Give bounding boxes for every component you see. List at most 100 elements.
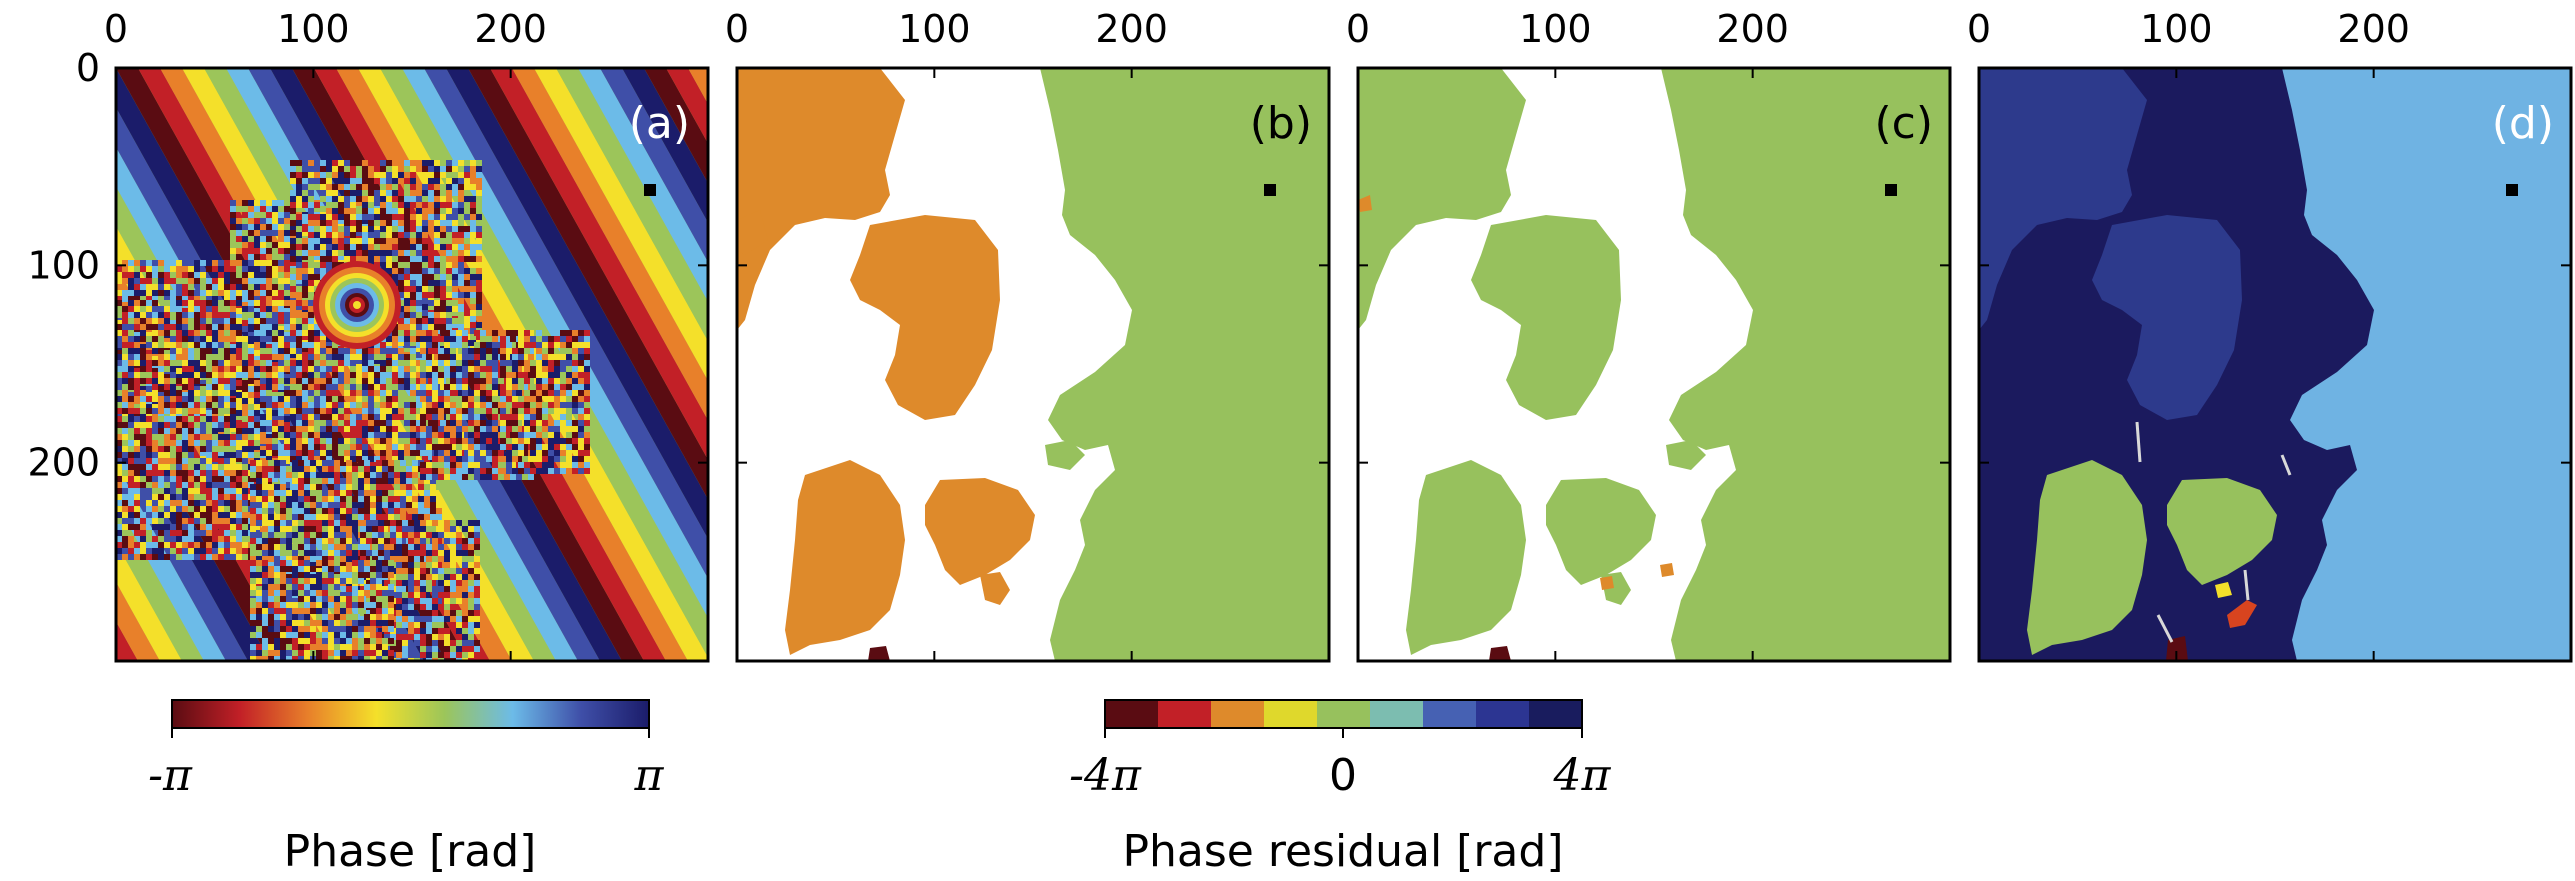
- noise-pixel: [404, 214, 410, 220]
- noise-pixel: [254, 212, 260, 218]
- noise-pixel: [278, 408, 284, 414]
- noise-pixel: [486, 360, 492, 366]
- noise-pixel: [320, 384, 326, 390]
- noise-pixel: [280, 496, 286, 502]
- noise-pixel: [394, 460, 400, 466]
- noise-pixel: [426, 372, 432, 378]
- noise-pixel: [338, 244, 344, 250]
- noise-pixel: [242, 416, 248, 422]
- noise-pixel: [266, 212, 272, 218]
- noise-pixel: [440, 196, 446, 202]
- noise-pixel: [152, 518, 158, 524]
- fringe-band: [512, 68, 708, 421]
- noise-pixel: [230, 206, 236, 212]
- noise-pixel: [290, 244, 296, 250]
- noise-pixel: [280, 460, 286, 466]
- noise-pixel: [410, 340, 416, 346]
- noise-pixel: [206, 458, 212, 464]
- noise-pixel: [416, 274, 422, 280]
- noise-pixel: [128, 452, 134, 458]
- noise-pixel: [422, 244, 428, 250]
- noise-pixel: [304, 532, 310, 538]
- noise-pixel: [470, 232, 476, 238]
- noise-pixel: [326, 432, 332, 438]
- noise-pixel: [194, 500, 200, 506]
- noise-pixel: [122, 266, 128, 272]
- noise-pixel: [430, 514, 436, 520]
- noise-pixel: [480, 426, 486, 432]
- noise-pixel: [290, 306, 296, 312]
- noise-pixel: [304, 526, 310, 532]
- noise-pixel: [308, 324, 314, 330]
- noise-pixel: [426, 354, 432, 360]
- noise-pixel: [212, 518, 218, 524]
- noise-pixel: [164, 530, 170, 536]
- noise-pixel: [248, 446, 254, 452]
- noise-pixel: [278, 306, 284, 312]
- noise-pixel: [338, 384, 344, 390]
- noise-pixel: [242, 302, 248, 308]
- noise-pixel: [350, 238, 356, 244]
- noise-pixel: [446, 220, 452, 226]
- noise-pixel: [450, 378, 456, 384]
- noise-pixel: [296, 238, 302, 244]
- noise-pixel: [320, 232, 326, 238]
- noise-pixel: [266, 324, 272, 330]
- noise-pixel: [308, 286, 314, 292]
- noise-pixel: [404, 280, 410, 286]
- fringe-band: [490, 68, 708, 460]
- noise-pixel: [134, 542, 140, 548]
- noise-pixel: [314, 420, 320, 426]
- noise-pixel: [412, 514, 418, 520]
- noise-pixel: [116, 464, 122, 470]
- noise-pixel: [290, 432, 296, 438]
- noise-pixel: [458, 214, 464, 220]
- noise-pixel: [326, 202, 332, 208]
- noise-pixel: [274, 556, 280, 562]
- noise-pixel: [492, 354, 498, 360]
- noise-pixel: [344, 384, 350, 390]
- noise-pixel: [242, 452, 248, 458]
- noise-pixel: [340, 592, 346, 598]
- noise-pixel: [376, 466, 382, 472]
- noise-pixel: [218, 272, 224, 278]
- noise-pixel: [242, 398, 248, 404]
- noise-pixel: [332, 202, 338, 208]
- noise-pixel: [302, 262, 308, 268]
- noise-pixel: [280, 556, 286, 562]
- noise-pixel: [470, 274, 476, 280]
- noise-pixel: [412, 478, 418, 484]
- noise-pixel: [254, 404, 260, 410]
- noise-pixel: [152, 260, 158, 266]
- noise-pixel: [346, 508, 352, 514]
- noise-pixel: [436, 598, 442, 604]
- noise-pixel: [268, 496, 274, 502]
- noise-pixel: [308, 274, 314, 280]
- noise-pixel: [398, 312, 404, 318]
- noise-pixel: [418, 502, 424, 508]
- noise-pixel: [274, 496, 280, 502]
- noise-pixel: [140, 386, 146, 392]
- noise-pixel: [302, 230, 308, 236]
- noise-pixel: [296, 354, 302, 360]
- noise-pixel: [128, 536, 134, 542]
- noise-pixel: [308, 342, 314, 348]
- noise-pixel: [404, 366, 410, 372]
- noise-pixel: [332, 342, 338, 348]
- noise-pixel: [350, 226, 356, 232]
- noise-pixel: [356, 244, 362, 250]
- noise-pixel: [290, 444, 296, 450]
- noise-pixel: [274, 526, 280, 532]
- noise-pixel: [474, 402, 480, 408]
- noise-pixel: [362, 444, 368, 450]
- noise-pixel: [376, 508, 382, 514]
- noise-pixel: [254, 278, 260, 284]
- noise-pixel: [248, 428, 254, 434]
- noise-pixel: [224, 488, 230, 494]
- noise-pixel: [266, 312, 272, 318]
- noise-pixel: [362, 226, 368, 232]
- noise-pixel: [272, 278, 278, 284]
- noise-pixel: [412, 502, 418, 508]
- noise-pixel: [386, 444, 392, 450]
- noise-pixel: [452, 256, 458, 262]
